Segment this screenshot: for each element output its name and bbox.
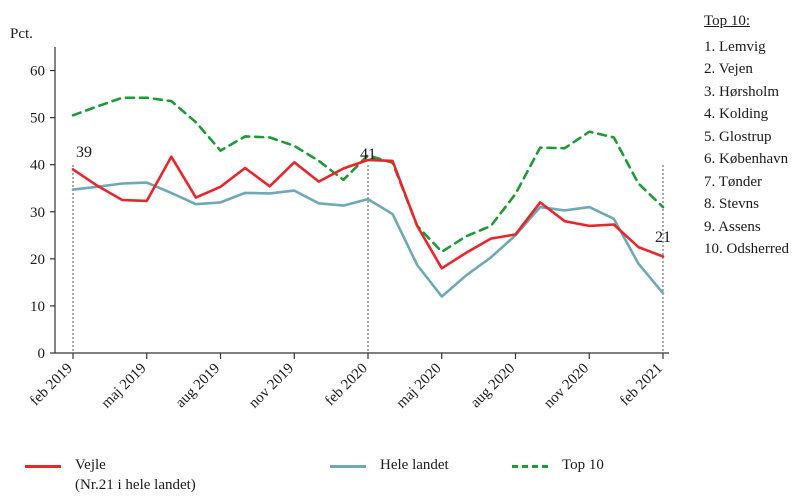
annotation-label: 39 <box>76 144 92 161</box>
series-line-vejle <box>71 155 665 270</box>
y-tick-label: 20 <box>30 252 45 268</box>
x-tick-label: nov 2020 <box>541 361 592 412</box>
annotation-label: 41 <box>360 146 376 163</box>
legend-text: Vejle (Nr.21 i hele landet) <box>75 455 196 495</box>
top10-item: 3. Hørsholm <box>704 83 779 100</box>
top10-item: 8. Stevns <box>704 196 760 212</box>
legend-label: Top 10 <box>562 457 604 473</box>
top10-item: 6. København <box>704 151 789 167</box>
legend-swatch <box>330 465 366 468</box>
y-tick-label: 50 <box>30 111 45 127</box>
legend-label: Hele landet <box>380 457 449 473</box>
top10-item: 2. Vejen <box>704 61 753 77</box>
x-tick-label: feb 2019 <box>27 361 76 410</box>
legend-sublabel: (Nr.21 i hele landet) <box>75 477 196 493</box>
top10-item: 7. Tønder <box>704 173 763 190</box>
legend-label: Vejle <box>75 457 106 473</box>
y-tick-label: 10 <box>30 299 45 315</box>
y-axis-label: Pct. <box>10 26 33 42</box>
top10-item: 9. Assens <box>704 218 761 235</box>
legend-text: Hele landet <box>380 455 449 475</box>
top10-panel: Top 10: 1. Lemvig 2. Vejen 3. Hørsholm 4. K… <box>704 10 789 261</box>
legend-item: Top 10 <box>512 455 604 475</box>
y-tick-label: 60 <box>30 64 45 80</box>
axes: 0 10 20 30 40 50 60 feb 2019 maj 2019 aug 2019 nov… <box>27 47 669 412</box>
top10-item: 5. Glostrup <box>704 128 772 145</box>
legend-text: Top 10 <box>562 455 604 475</box>
line-chart: Pct. 0 10 20 30 40 50 60 feb 2019 maj 2019 aug 20… <box>10 26 671 412</box>
series-line-top-10 <box>71 96 665 254</box>
x-tick-label: feb 2021 <box>617 361 666 410</box>
x-tick-label: feb 2020 <box>322 361 371 410</box>
legend-item: Hele landet <box>330 455 449 475</box>
annotations-layer: 39 41 21 <box>76 144 671 246</box>
y-tick-label: 0 <box>38 346 46 362</box>
top10-item: 4. Kolding <box>704 106 769 122</box>
legend-swatch <box>512 465 548 468</box>
y-tick-label: 30 <box>30 205 45 221</box>
x-tick-label: maj 2019 <box>98 361 149 412</box>
y-tick-label: 40 <box>30 158 45 174</box>
x-tick-label: maj 2020 <box>393 361 444 412</box>
top10-list: 1. Lemvig 2. Vejen 3. Hørsholm 4. Kolding 5.… <box>704 36 789 261</box>
series-layer <box>71 96 665 298</box>
legend-swatch <box>25 465 61 468</box>
x-tick-label: nov 2019 <box>246 361 297 412</box>
x-tick-label: aug 2020 <box>468 361 519 412</box>
annotation-guides <box>72 165 664 353</box>
top10-title: Top 10: <box>704 13 751 29</box>
top10-item: 1. Lemvig <box>704 38 766 55</box>
x-tick-label: aug 2019 <box>173 361 224 412</box>
top10-item: 10. Odsherred <box>704 241 789 257</box>
series-line-hele-landet <box>71 181 665 298</box>
legend-item: Vejle (Nr.21 i hele landet) <box>25 455 196 495</box>
annotation-label: 21 <box>655 229 671 246</box>
